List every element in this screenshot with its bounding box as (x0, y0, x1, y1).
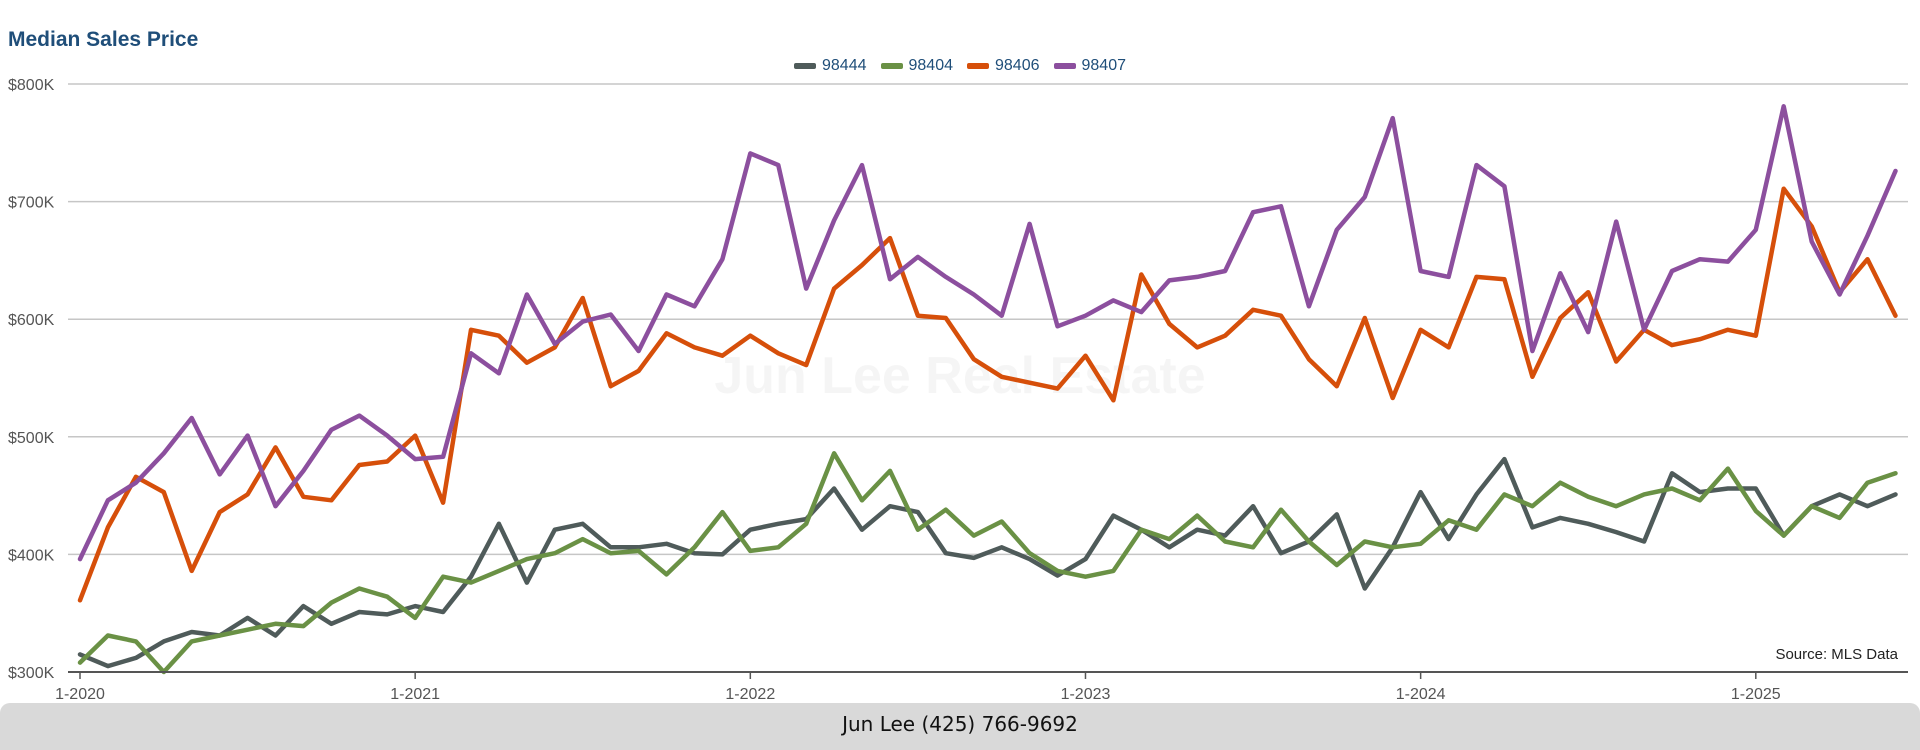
legend-swatch (794, 63, 816, 69)
y-tick-label: $700K (8, 195, 55, 212)
legend-item-98404[interactable]: 98404 (880, 57, 954, 75)
legend-label: 98406 (995, 57, 1040, 74)
footer-bar: Jun Lee (425) 766-9692 (0, 703, 1920, 750)
gridlines (68, 83, 1908, 556)
series-line-98406 (77, 186, 1898, 603)
axes: $300K $400K $500K $600K $700K $800K 1-2020 1-20… (8, 77, 1908, 703)
x-tick-label: 1-2023 (1061, 686, 1111, 703)
x-tick-label: 1-2021 (390, 686, 440, 703)
x-tick-label: 1-2024 (1396, 686, 1446, 703)
legend-item-98406[interactable]: 98406 (967, 57, 1040, 75)
y-tick-label: $600K (8, 312, 55, 329)
footer-contact: Jun Lee (425) 766-9692 (842, 712, 1078, 736)
x-tick-label: 1-2020 (55, 686, 105, 703)
line-chart: Jun Lee Real Estate $300K$400K$500K$600K… (8, 77, 1908, 703)
series-line-98444 (77, 456, 1898, 669)
legend-label: 98444 (822, 57, 867, 74)
legend-label: 98404 (908, 57, 954, 74)
legend-item-98444[interactable]: 98444 (794, 57, 867, 75)
y-tick-label: $500K (8, 430, 55, 447)
y-tick-label: $400K (8, 547, 55, 564)
series-line-98404 (77, 451, 1898, 675)
series-lines (77, 104, 1898, 675)
chart-title: Median Sales Price (8, 28, 199, 51)
legend: 98444 98404 98406 98407 (0, 57, 1920, 75)
y-tick-label: $300K (8, 665, 55, 682)
source-note: Source: MLS Data (1775, 646, 1898, 663)
x-tick-label: 1-2022 (725, 686, 775, 703)
series-line-98407 (77, 104, 1898, 562)
x-tick-label: 1-2025 (1731, 686, 1781, 703)
legend-label: 98407 (1081, 57, 1127, 74)
legend-swatch (967, 63, 989, 69)
legend-item-98407[interactable]: 98407 (1053, 57, 1127, 75)
legend-swatch (880, 63, 903, 69)
legend-swatch (1053, 63, 1076, 69)
y-tick-label: $800K (8, 77, 55, 94)
